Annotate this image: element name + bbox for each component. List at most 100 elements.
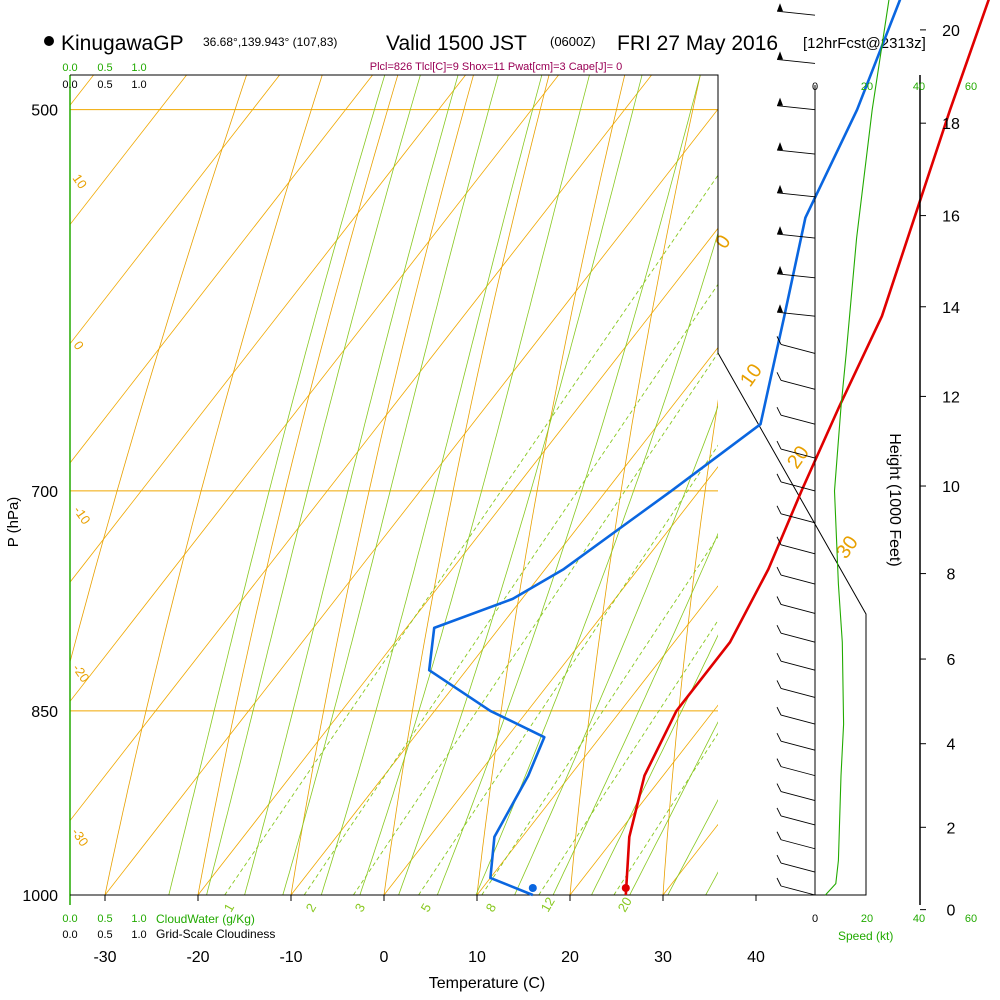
speed-top-tick: 20 [861,81,873,93]
surface-temperature-dot [621,884,630,892]
isobar-lines [70,109,718,895]
speed-label: Speed (kt) [838,929,893,943]
wind-barb-shaft [780,574,816,585]
wind-barb-flag [776,536,782,546]
mixing-ratio-line [538,619,718,895]
wind-barb-shaft [776,149,816,155]
mixing-ratio-label: 3 [352,901,369,915]
isotherm-line [70,75,467,583]
dry-adiabat [104,75,323,895]
wind-barb-flag [776,473,782,483]
wind-barb [776,505,816,524]
pressure-tick-700: 700 [31,484,58,501]
wind-barb-shaft [780,688,816,698]
mixing-ratio-line [353,352,718,895]
wind-barb-shaft [780,481,816,492]
moist-adiabat-label: -30 [69,825,92,849]
wind-barb-shaft [780,379,816,390]
moist-adiabat-label: 10 [70,171,91,191]
dry-adiabat [848,0,1000,950]
moist-adiabat [398,75,643,895]
wind-barb-shaft [776,10,816,16]
isotherm-line [70,75,374,464]
wind-barb-shaft [780,343,816,354]
wind-barb-shaft [780,791,816,801]
wind-barb [776,758,816,777]
wind-barb-flag [776,807,782,817]
temp-tick-label: -20 [186,949,209,966]
speed-bottom-tick: 0 [812,913,818,925]
isotherm-line [383,466,718,895]
wind-barb-shaft [780,714,816,725]
wind-barb-shaft [776,233,816,239]
top-cloud-scales: 0.0 0.5 1.0 0.0 0.5 1.0 [62,62,146,91]
wind-barb-flag [776,372,782,381]
wind-speed-profile [824,0,890,896]
wind-barb-pennant [777,51,783,60]
moist-adiabat [206,75,421,895]
wind-barb [776,807,816,826]
dry-adiabat [476,75,626,895]
speed-top-tick: 60 [965,81,977,93]
wind-barb [776,473,816,492]
plot-frame [70,74,867,896]
isotherm-line [662,823,718,895]
wind-speed-line [824,0,890,896]
station-name: KinugawaGP [61,32,184,55]
height-tick-label: 16 [942,209,960,226]
wind-barb-flag [776,877,782,887]
isotherm-line [70,75,281,345]
wind-barb-shaft [780,766,816,777]
mixing-ratio-label: 5 [418,901,435,915]
height-tick-label: 20 [942,23,960,40]
mixing-ratio-line [481,535,718,895]
wind-barb-shaft [780,660,816,671]
moist-adiabat [282,75,499,895]
height-tick-label: 4 [947,737,956,754]
wind-barb-flag [776,652,782,662]
wind-barb-pennant [777,265,783,274]
isotherm-line [70,75,95,106]
cloudwater-top-tick: 0.5 [97,62,112,74]
cloudiness-bottom-tick: 0.5 [97,929,112,941]
dry-adiabat [942,0,1000,950]
wind-barb [776,3,816,16]
utc-time: (0600Z) [550,34,596,49]
moist-adiabat [705,871,718,895]
mixing-ratio-label: 2 [303,901,320,915]
height-tick-label: 14 [942,300,960,317]
wind-barb [776,265,816,279]
forecast-tag: [12hrFcst@2313z] [803,35,926,52]
pressure-axis-title: P (hPa) [5,497,22,548]
wind-barb [776,226,816,239]
isotherm-line [104,108,718,895]
isotherm-line [569,704,718,895]
wind-barbs [776,3,816,896]
mixing-ratio-lines [224,174,718,895]
background-lines [70,0,1000,950]
wind-barb [776,407,816,425]
wind-barb-flag [776,783,782,792]
wind-barb [776,706,816,725]
moist-adiabat [436,75,701,895]
moist-adiabat [320,75,543,895]
moist-adiabats [168,75,718,895]
station-coords: 36.68°,139.943° (107,83) [203,35,337,49]
wind-barb [776,304,816,317]
wind-barb-pennant [777,142,783,151]
mixing-ratio-label: 8 [483,901,500,915]
wind-barb-flag [776,706,782,716]
wind-barb-pennant [777,3,783,12]
wind-barb [776,783,816,801]
wind-barb-shaft [780,513,816,524]
surface-dewpoint-dot [528,884,537,892]
moist-adiabat [475,231,718,895]
moist-adiabat [591,634,718,895]
wind-barb-shaft [780,740,816,751]
wind-barb-shaft [780,632,816,643]
temp-tick-label: 20 [561,949,579,966]
wind-barb-shaft [780,815,816,826]
dry-adiabat [383,75,550,895]
cloudiness-bottom-tick: 0.0 [62,929,77,941]
